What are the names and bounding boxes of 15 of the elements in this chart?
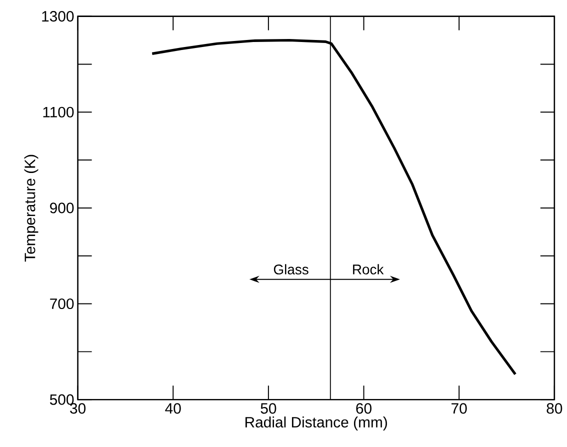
x-tick-label: 50 bbox=[260, 403, 276, 414]
x-tick-label: 60 bbox=[356, 403, 372, 414]
y-tick-label: 500 bbox=[50, 394, 74, 405]
annotation: Rock bbox=[353, 264, 384, 274]
y-tick-label: 900 bbox=[50, 202, 74, 214]
y-axis-title: Temperature (K) bbox=[24, 154, 38, 262]
y-tick-label: 700 bbox=[50, 298, 74, 310]
x-tick-label: 30 bbox=[70, 403, 86, 414]
annotation: Glass bbox=[274, 264, 308, 274]
x-tick-label: 70 bbox=[452, 403, 467, 414]
x-axis-title: Radial Distance (mm) bbox=[245, 416, 387, 430]
y-tick-label: 1100 bbox=[43, 106, 74, 118]
y-tick-label: 1300 bbox=[42, 11, 74, 22]
x-tick-label: 40 bbox=[165, 403, 181, 414]
x-tick-label: 80 bbox=[546, 403, 562, 414]
